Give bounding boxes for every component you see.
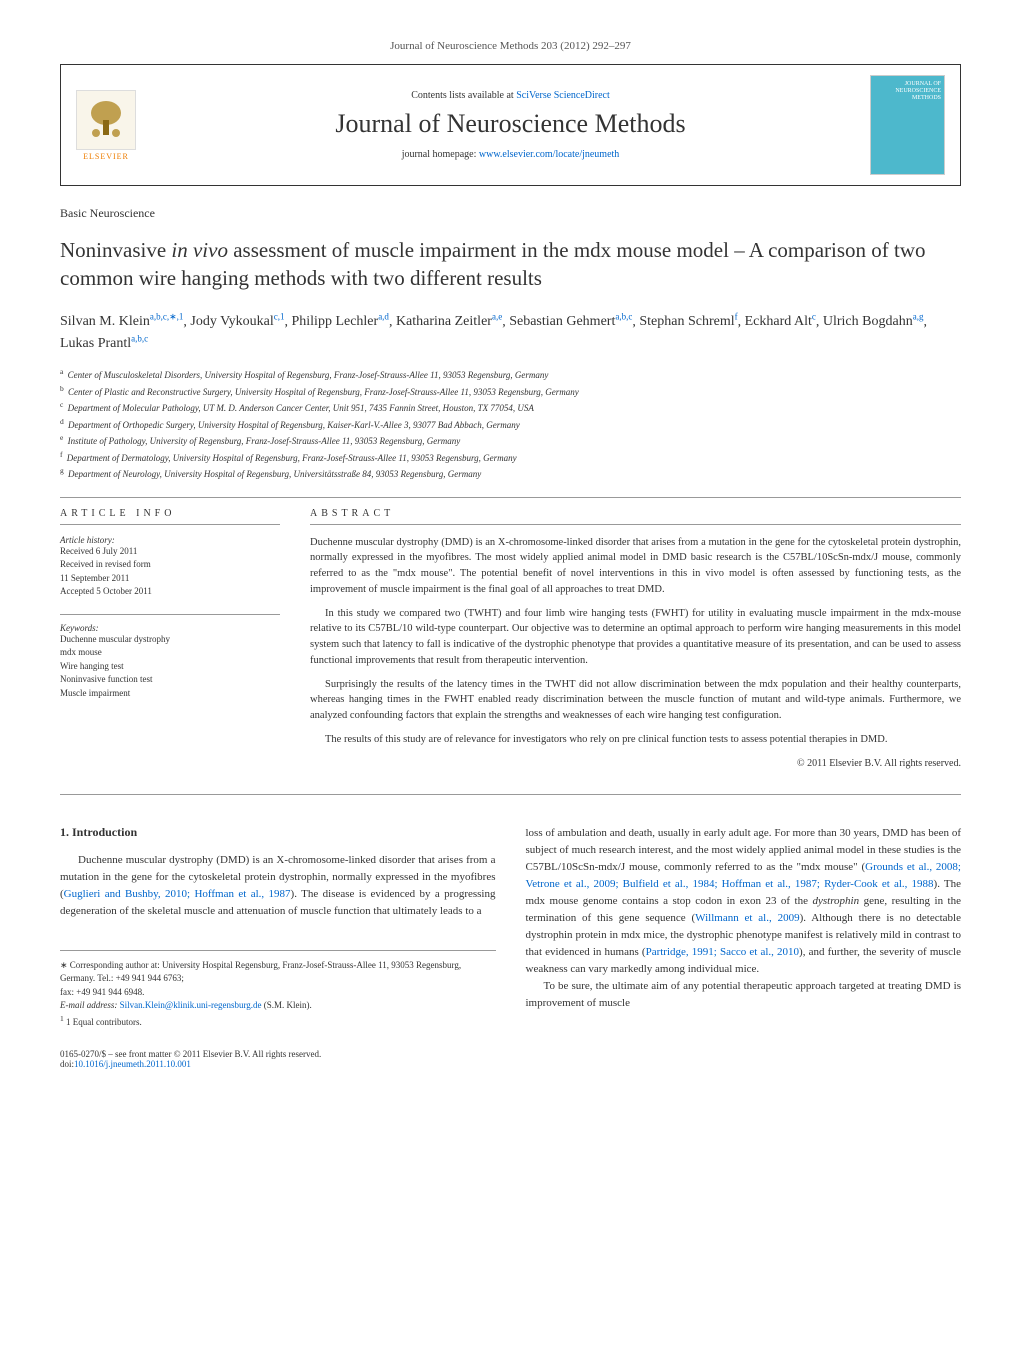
article-info-heading: article info [60, 508, 280, 525]
corresponding-author-note: ∗ Corresponding author at: University Ho… [60, 959, 496, 986]
body-paragraph: To be sure, the ultimate aim of any pote… [526, 978, 962, 1012]
author: Stephan Schremlf [639, 314, 737, 329]
author: Ulrich Bogdahna,g [823, 314, 924, 329]
header-center: Contents lists available at SciVerse Sci… [151, 90, 870, 160]
footer-row: 0165-0270/$ – see front matter © 2011 El… [60, 1049, 496, 1069]
journal-name: Journal of Neuroscience Methods [151, 109, 870, 139]
doi-line: doi:10.1016/j.jneumeth.2011.10.001 [60, 1059, 496, 1069]
elsevier-logo[interactable]: ELSEVIER [76, 90, 136, 161]
article-info-column: article info Article history: Received 6… [60, 508, 280, 769]
doi-link[interactable]: 10.1016/j.jneumeth.2011.10.001 [74, 1059, 191, 1069]
author: Jody Vykoukalc,1 [190, 314, 284, 329]
citation-link[interactable]: Willmann et al., 2009 [695, 912, 799, 924]
introduction-heading: 1. Introduction [60, 825, 496, 840]
abstract-heading: abstract [310, 508, 961, 525]
abstract-column: abstract Duchenne muscular dystrophy (DM… [310, 508, 961, 769]
keyword-item: Muscle impairment [60, 687, 280, 701]
abstract-paragraph: Duchenne muscular dystrophy (DMD) is an … [310, 535, 961, 598]
keyword-item: Wire hanging test [60, 660, 280, 674]
intro-paragraph-1: Duchenne muscular dystrophy (DMD) is an … [60, 852, 496, 920]
abstract-paragraph: The results of this study are of relevan… [310, 732, 961, 748]
author: Katharina Zeitlera,e [396, 314, 502, 329]
author: Silvan M. Kleina,b,c,∗,1 [60, 314, 183, 329]
author: Eckhard Altc [745, 314, 816, 329]
authors-list: Silvan M. Kleina,b,c,∗,1, Jody Vykoukalc… [60, 311, 961, 354]
affiliations-list: a Center of Musculoskeletal Disorders, U… [60, 366, 961, 482]
journal-header-box: ELSEVIER Contents lists available at Sci… [60, 64, 961, 186]
contents-prefix: Contents lists available at [411, 90, 516, 101]
sciverse-link[interactable]: SciVerse ScienceDirect [516, 90, 610, 101]
author-sup-link[interactable]: f [735, 312, 738, 322]
abstract-paragraph: In this study we compared two (TWHT) and… [310, 606, 961, 669]
keyword-item: Duchenne muscular dystrophy [60, 633, 280, 647]
keywords-items: Duchenne muscular dystrophymdx mouseWire… [60, 633, 280, 701]
copyright-line: © 2011 Elsevier B.V. All rights reserved… [310, 758, 961, 769]
elsevier-tree-icon [76, 90, 136, 150]
affiliation: b Center of Plastic and Reconstructive S… [60, 383, 961, 400]
author: Philipp Lechlera,d [291, 314, 388, 329]
keywords-label: Keywords: [60, 614, 280, 633]
homepage-prefix: journal homepage: [402, 149, 479, 160]
citation-link[interactable]: Partridge, 1991; Sacco et al., 2010 [646, 946, 799, 958]
history-item: Received 6 July 2011 [60, 545, 280, 559]
author-sup-link[interactable]: c [812, 312, 816, 322]
divider [60, 794, 961, 795]
front-matter-line: 0165-0270/$ – see front matter © 2011 El… [60, 1049, 496, 1059]
keyword-item: Noninvasive function test [60, 673, 280, 687]
journal-cover-thumbnail[interactable]: JOURNAL OF NEUROSCIENCE METHODS [870, 75, 945, 175]
homepage-url[interactable]: www.elsevier.com/locate/jneumeth [479, 149, 619, 160]
author: Sebastian Gehmerta,b,c [509, 314, 632, 329]
email-note: E-mail address: Silvan.Klein@klinik.uni-… [60, 999, 496, 1013]
affiliation: f Department of Dermatology, University … [60, 449, 961, 466]
affiliation: a Center of Musculoskeletal Disorders, U… [60, 366, 961, 383]
author: Lukas Prantla,b,c [60, 336, 148, 351]
article-title: Noninvasive in vivo assessment of muscle… [60, 236, 961, 293]
history-label: Article history: [60, 535, 280, 545]
author-sup-link[interactable]: a,b,c [131, 333, 148, 343]
abstract-paragraph: Surprisingly the results of the latency … [310, 677, 961, 724]
body-column-right: loss of ambulation and death, usually in… [526, 825, 962, 1070]
author-sup-link[interactable]: a,b,c [615, 312, 632, 322]
divider [60, 497, 961, 498]
history-items: Received 6 July 2011Received in revised … [60, 545, 280, 599]
affiliation: d Department of Orthopedic Surgery, Univ… [60, 416, 961, 433]
body-paragraph: loss of ambulation and death, usually in… [526, 825, 962, 978]
history-item: Received in revised form [60, 558, 280, 572]
affiliation: e Institute of Pathology, University of … [60, 432, 961, 449]
elsevier-label: ELSEVIER [83, 152, 129, 161]
citation-link[interactable]: Guglieri and Bushby, 2010; Hoffman et al… [64, 888, 291, 900]
affiliation: c Department of Molecular Pathology, UT … [60, 399, 961, 416]
email-link[interactable]: Silvan.Klein@klinik.uni-regensburg.de [120, 1000, 262, 1010]
history-item: 11 September 2011 [60, 572, 280, 586]
author-sup-link[interactable]: c,1 [274, 312, 285, 322]
contents-list-line: Contents lists available at SciVerse Sci… [151, 90, 870, 101]
equal-contributors-note: 1 1 Equal contributors. [60, 1013, 496, 1030]
journal-citation-header: Journal of Neuroscience Methods 203 (201… [60, 40, 961, 52]
affiliation: g Department of Neurology, University Ho… [60, 465, 961, 482]
author-sup-link[interactable]: a,b,c,∗,1 [150, 312, 184, 322]
author-sup-link[interactable]: a,d [378, 312, 389, 322]
footnotes: ∗ Corresponding author at: University Ho… [60, 950, 496, 1030]
author-sup-link[interactable]: a,g [913, 312, 924, 322]
cover-text: JOURNAL OF NEUROSCIENCE METHODS [895, 81, 941, 103]
abstract-text: Duchenne muscular dystrophy (DMD) is an … [310, 535, 961, 748]
homepage-line: journal homepage: www.elsevier.com/locat… [151, 149, 870, 160]
fax-note: fax: +49 941 944 6948. [60, 986, 496, 1000]
keyword-item: mdx mouse [60, 646, 280, 660]
author-sup-link[interactable]: a,e [492, 312, 502, 322]
history-item: Accepted 5 October 2011 [60, 585, 280, 599]
article-section-label: Basic Neuroscience [60, 206, 961, 221]
body-column-left: 1. Introduction Duchenne muscular dystro… [60, 825, 496, 1070]
